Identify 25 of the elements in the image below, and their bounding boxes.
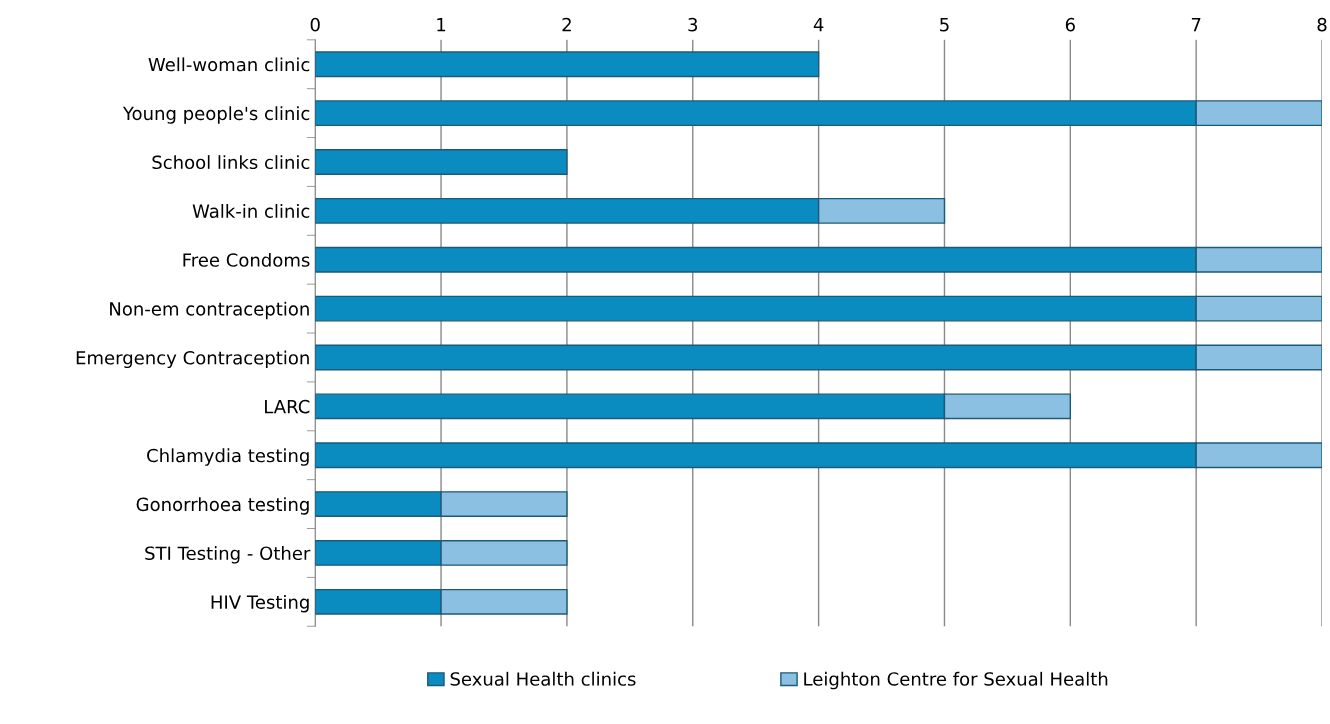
y-tick-label: Non-em contraception xyxy=(110,301,309,320)
x-tick-label: 8 xyxy=(1317,17,1327,32)
y-tick-label: Well-woman clinic xyxy=(148,57,310,72)
x-tick-label: 6 xyxy=(1065,17,1075,32)
x-tick-label: 2 xyxy=(562,17,571,32)
y-tick-label: Gonorrhoea testing xyxy=(136,497,309,515)
y-tick-label: Young people's clinic xyxy=(122,106,310,124)
y-tick-label: HIV Testing xyxy=(211,594,309,613)
x-tick-label: 3 xyxy=(688,17,698,32)
y-tick-label: Free Condoms xyxy=(183,252,310,267)
legend-label: Leighton Centre for Sexual Health xyxy=(804,671,1108,690)
x-tick-label: 0 xyxy=(310,17,320,32)
x-tick-label: 1 xyxy=(437,18,446,32)
legend-label: Sexual Health clinics xyxy=(450,671,636,686)
y-tick-label: Walk-in clinic xyxy=(192,204,310,218)
y-tick-label: Emergency Contraception xyxy=(76,350,309,369)
x-tick-label: 7 xyxy=(1191,18,1201,32)
x-tick-label: 4 xyxy=(813,18,824,32)
bar xyxy=(315,149,568,175)
bar xyxy=(315,51,820,78)
y-tick-label: School links clinic xyxy=(152,155,310,170)
y-tick-label: Chlamydia testing xyxy=(147,448,309,466)
y-tick-label: STI Testing - Other xyxy=(145,546,311,564)
x-tick-label: 5 xyxy=(940,18,949,32)
y-tick-label: LARC xyxy=(265,399,310,414)
